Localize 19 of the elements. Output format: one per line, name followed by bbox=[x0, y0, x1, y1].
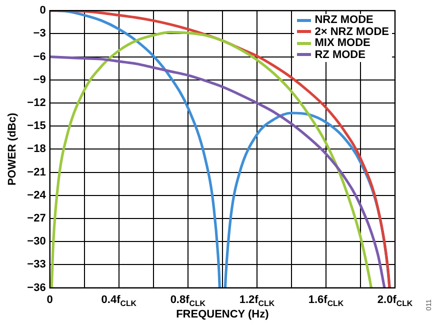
y-tick-label: −15 bbox=[27, 120, 46, 132]
y-tick-label: −21 bbox=[27, 166, 46, 178]
legend-label: MIX MODE bbox=[314, 37, 370, 50]
x-axis-title: FREQUENCY (Hz) bbox=[176, 308, 270, 320]
legend-label: 2× NRZ MODE bbox=[314, 26, 389, 38]
y-tick-label: −3 bbox=[33, 28, 46, 40]
y-tick-label: 0 bbox=[40, 4, 46, 17]
y-axis-title: POWER (dBc) bbox=[6, 112, 19, 186]
legend-label: RZ MODE bbox=[314, 48, 366, 61]
y-tick-label: −12 bbox=[27, 97, 46, 110]
legend-label: NRZ MODE bbox=[314, 14, 374, 26]
y-tick-label: −24 bbox=[27, 189, 47, 202]
y-tick-label: −9 bbox=[33, 74, 46, 86]
y-tick-label: −30 bbox=[27, 236, 46, 248]
y-tick-label: −6 bbox=[33, 50, 46, 63]
y-tick-label: −27 bbox=[27, 212, 46, 225]
y-tick-label: −33 bbox=[27, 258, 46, 271]
y-tick-label: −18 bbox=[27, 143, 46, 156]
y-tick-label: −36 bbox=[27, 282, 46, 294]
